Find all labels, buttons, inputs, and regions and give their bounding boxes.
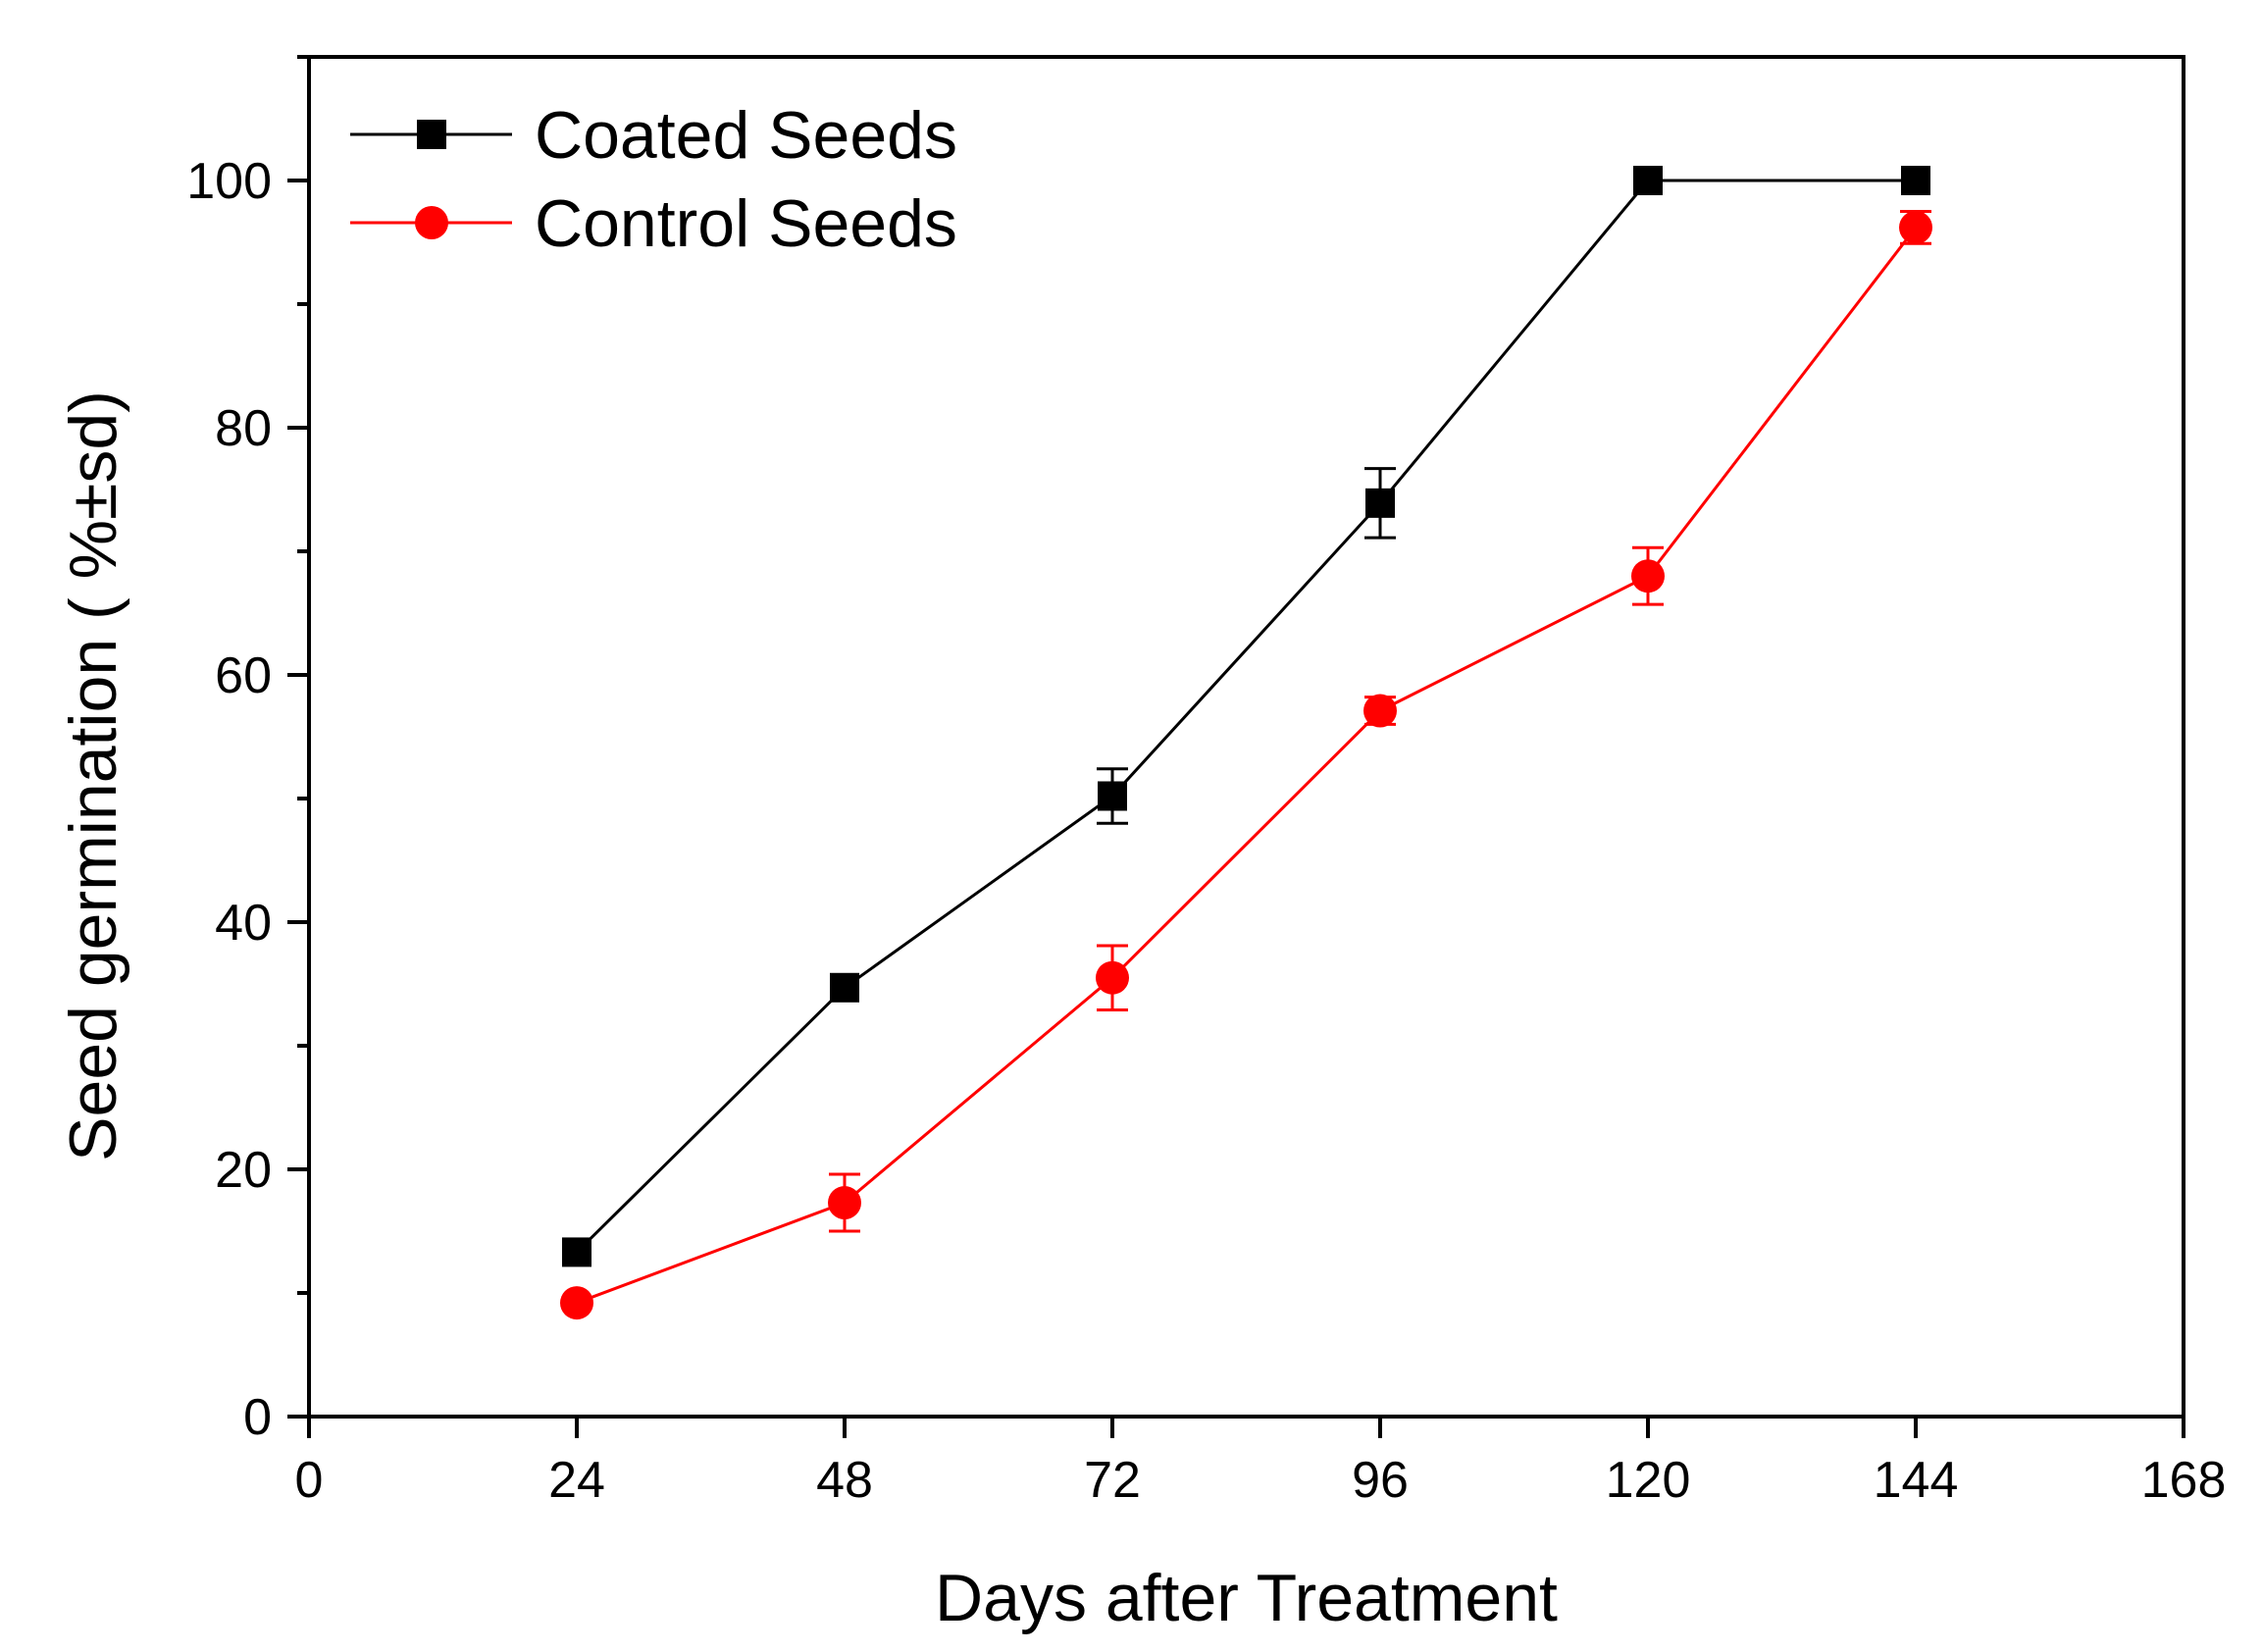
x-axis-title: Days after Treatment (935, 1561, 1558, 1635)
plot-frame (307, 55, 2185, 1419)
legend: Coated Seeds Control Seeds (350, 98, 957, 261)
data-point (1098, 781, 1127, 811)
data-point (830, 972, 859, 1003)
data-point (560, 1286, 593, 1320)
y-tick-label: 20 (215, 1142, 272, 1199)
data-point (1363, 694, 1397, 728)
series-line-control-seeds (576, 226, 1918, 1305)
x-tick-label: 24 (548, 1452, 605, 1509)
x-tick-label: 72 (1084, 1452, 1141, 1509)
data-point (562, 1237, 591, 1267)
data-point (1899, 210, 1932, 244)
data-point (1096, 960, 1129, 995)
legend-marker (417, 120, 446, 149)
data-point (1365, 488, 1395, 518)
y-tick-label: 0 (243, 1389, 272, 1446)
x-tick-label: 144 (1874, 1452, 1959, 1509)
legend-item-coated-seeds: Coated Seeds (350, 98, 957, 173)
axes-layer: 0 24 48 72 96 120 144 168 0 20 40 60 80 100 (186, 55, 2227, 1509)
data-point (828, 1186, 861, 1220)
x-tick-label: 0 (295, 1452, 324, 1509)
data-point (1901, 166, 1930, 195)
x-tick-label: 120 (1606, 1452, 1691, 1509)
series-coated-seeds (562, 166, 1930, 1267)
data-point (1631, 559, 1665, 594)
series-control-seeds (560, 210, 1932, 1320)
series-line-coated-seeds (575, 179, 1916, 1254)
x-tick-label: 48 (816, 1452, 873, 1509)
y-tick-label: 100 (186, 153, 272, 210)
legend-label: Coated Seeds (535, 98, 957, 173)
data-point (1633, 166, 1663, 195)
y-tick-label: 40 (215, 895, 272, 952)
legend-item-control-seeds: Control Seeds (350, 186, 957, 261)
legend-marker (415, 206, 448, 239)
series-layer (560, 166, 1932, 1320)
legend-label: Control Seeds (535, 186, 957, 261)
x-tick-label: 168 (2141, 1452, 2227, 1509)
y-axis-title: Seed germination ( %±sd) (56, 390, 130, 1162)
y-tick-label: 80 (215, 400, 272, 457)
y-tick-label: 60 (215, 647, 272, 704)
x-tick-label: 96 (1352, 1452, 1409, 1509)
